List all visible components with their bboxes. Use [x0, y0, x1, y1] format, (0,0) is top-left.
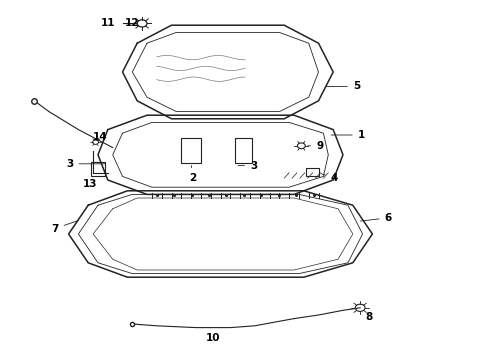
Text: 6: 6	[361, 213, 392, 223]
Text: 10: 10	[206, 328, 220, 343]
Text: 4: 4	[321, 173, 338, 183]
Bar	[181, 138, 201, 163]
Circle shape	[137, 20, 147, 27]
Text: 5: 5	[326, 81, 360, 91]
Text: 7: 7	[51, 221, 78, 234]
Bar	[306, 168, 318, 176]
Text: 13: 13	[82, 179, 97, 189]
Circle shape	[297, 143, 305, 149]
Text: 1: 1	[331, 130, 365, 140]
Text: 14: 14	[93, 132, 108, 142]
Bar	[235, 138, 252, 163]
Text: 3: 3	[66, 159, 105, 169]
Text: 2: 2	[189, 166, 196, 183]
Circle shape	[355, 304, 365, 311]
Circle shape	[93, 140, 98, 144]
Text: 9: 9	[308, 141, 323, 151]
Text: 12: 12	[125, 18, 140, 28]
Text: 11: 11	[100, 18, 115, 28]
Text: 3: 3	[238, 161, 257, 171]
Text: 8: 8	[365, 312, 372, 322]
Bar	[91, 162, 105, 176]
